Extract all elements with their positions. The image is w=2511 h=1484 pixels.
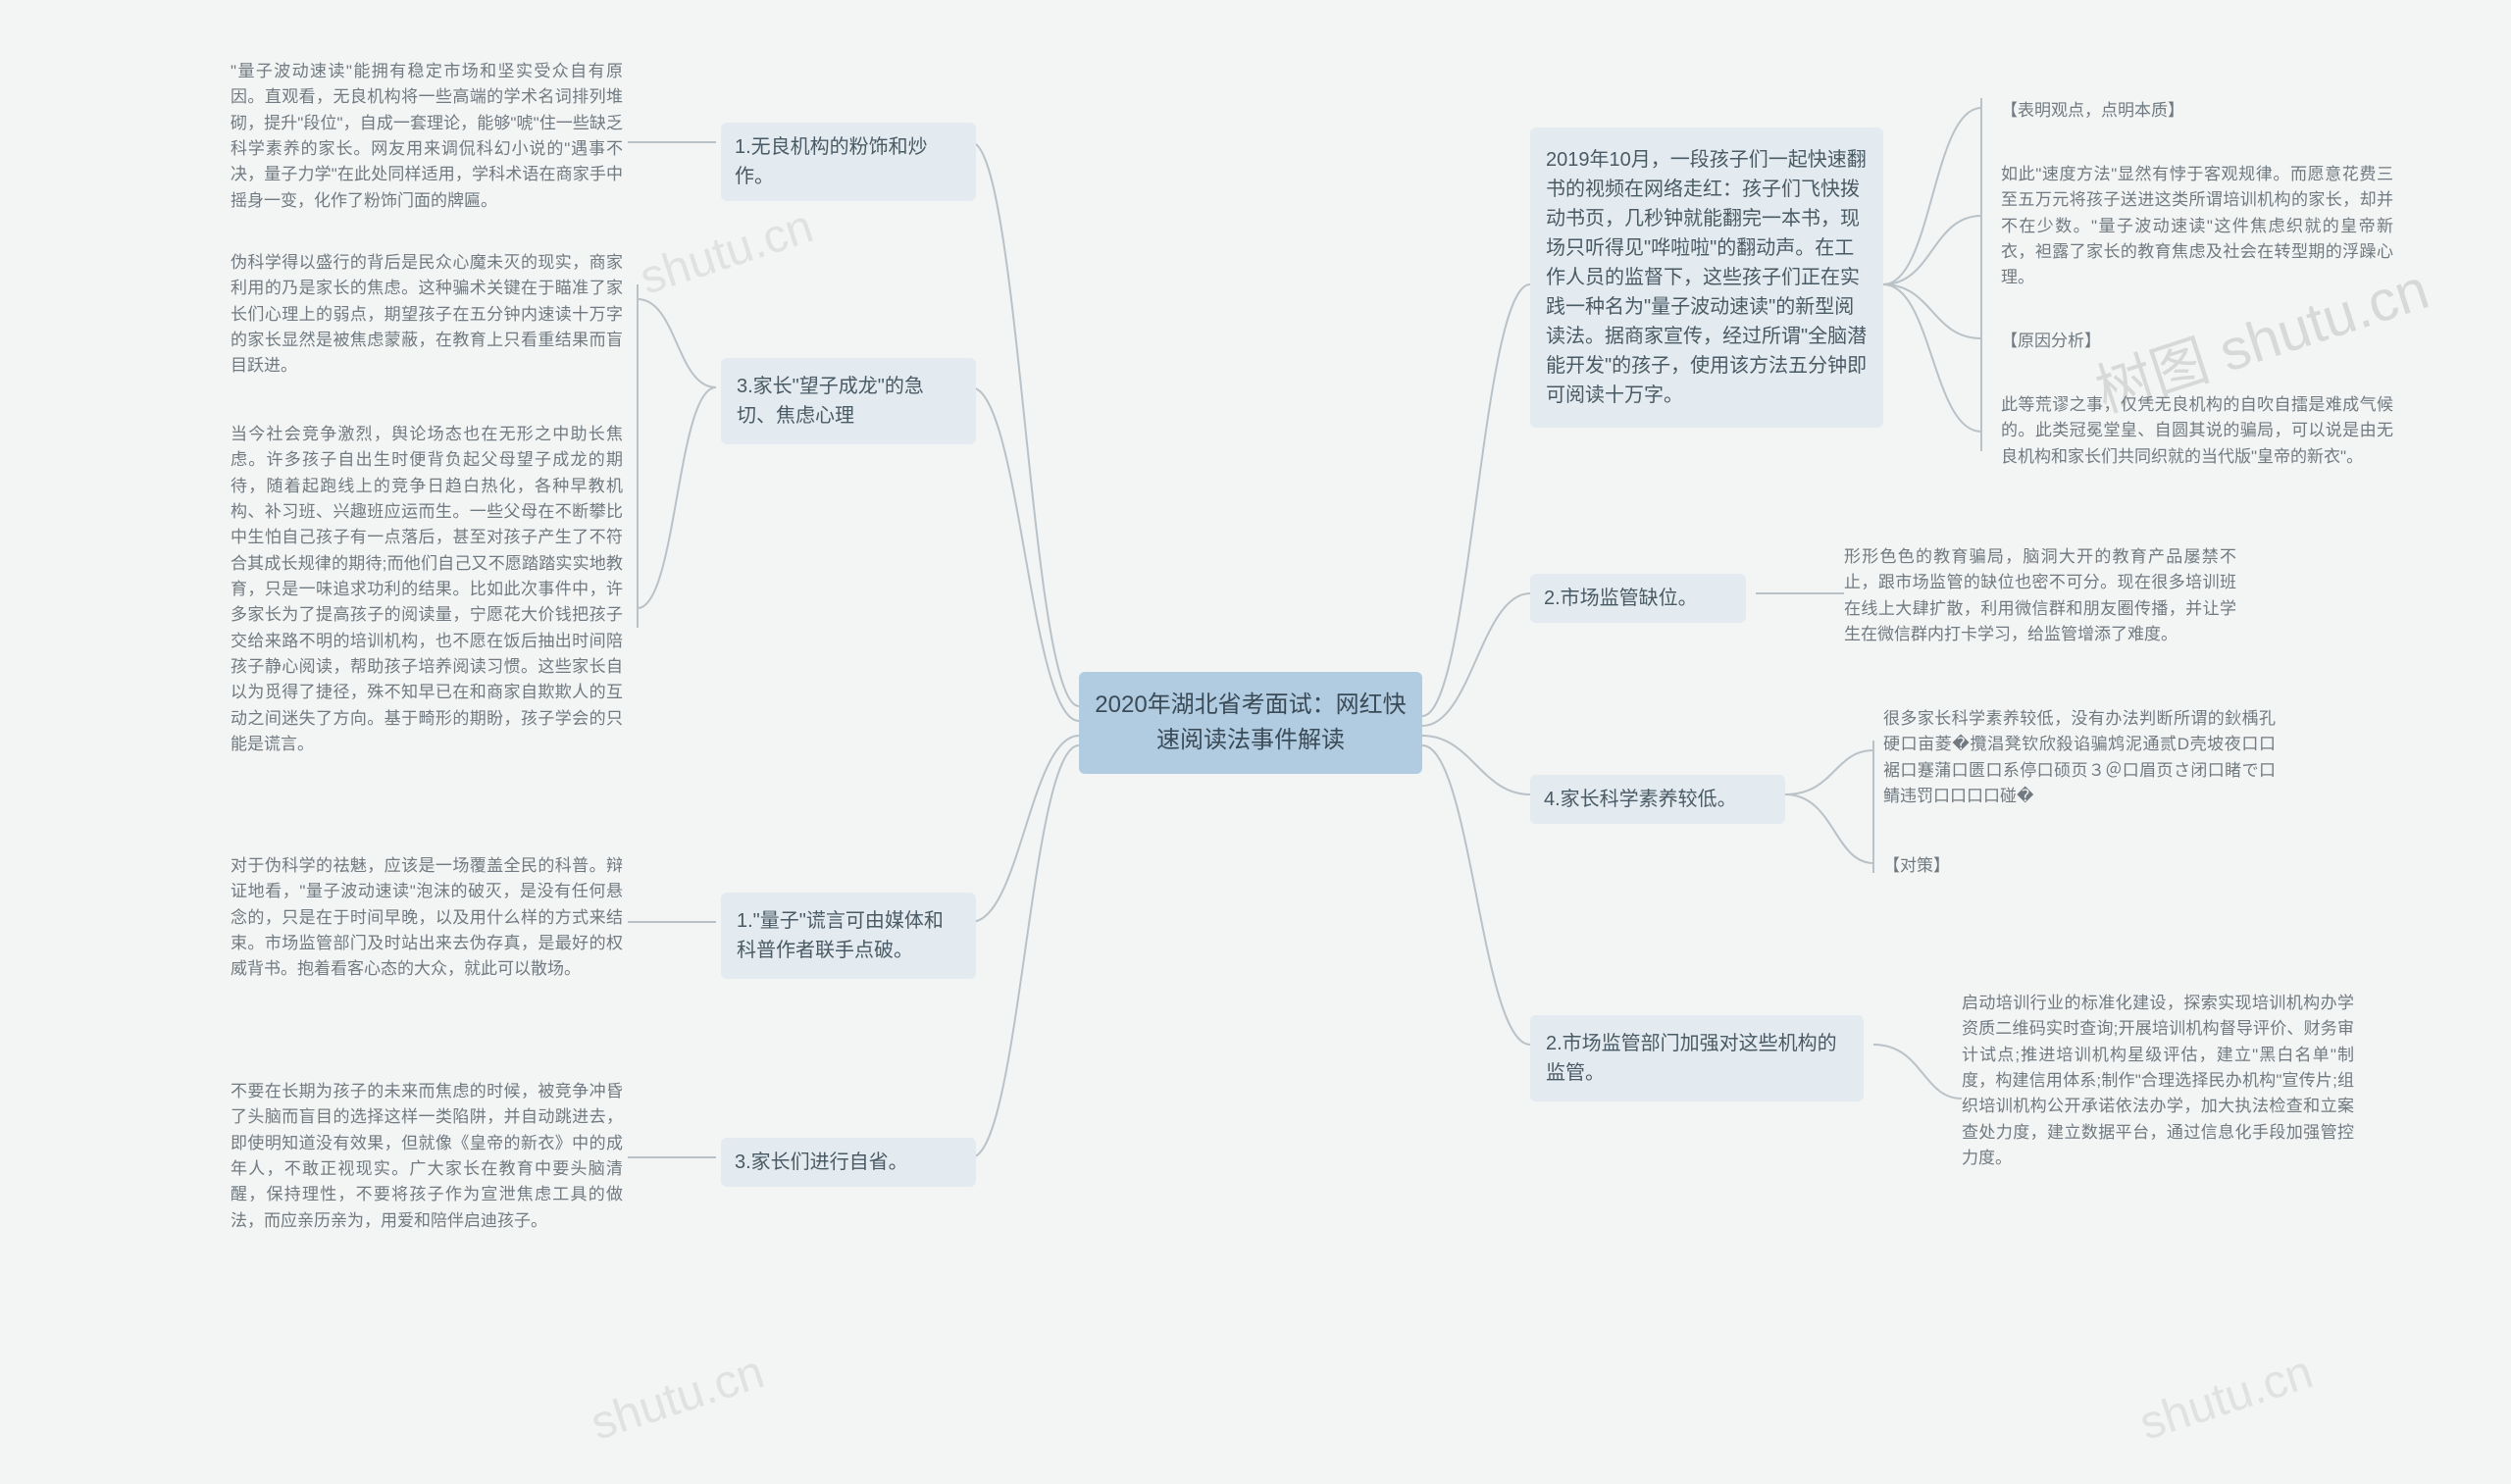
right-b2b: 2.市场监管部门加强对这些机构的监管。 xyxy=(1530,1015,1864,1101)
watermark: shutu.cn xyxy=(585,1345,771,1451)
left-b3-leaf-1: 当今社会竞争激烈，舆论场态也在无形之中助长焦虑。许多孩子自出生时便背负起父母望子… xyxy=(231,422,623,757)
right-intro-leaf-1: 如此"速度方法"显然有悖于客观规律。而愿意花费三至五万元将孩子送进这类所谓培训机… xyxy=(2001,162,2393,291)
right-b2: 2.市场监管缺位。 xyxy=(1530,574,1746,623)
left-b1-leaf: "量子波动速读"能拥有稳定市场和坚实受众自有原因。直观看，无良机构将一些高端的学… xyxy=(231,59,623,214)
watermark: shutu.cn xyxy=(634,199,820,305)
right-b2b-leaf: 启动培训行业的标准化建设，探索实现培训机构办学资质二维码实时查询;开展培训机构督… xyxy=(1962,991,2354,1171)
left-b1q-leaf: 对于伪科学的祛魅，应该是一场覆盖全民的科普。辩证地看，"量子波动速读"泡沫的破灭… xyxy=(231,853,623,983)
right-b4: 4.家长科学素养较低。 xyxy=(1530,775,1785,824)
right-intro-leaf-0: 【表明观点，点明本质】 xyxy=(2001,98,2393,124)
left-b3s-leaf: 不要在长期为孩子的未来而焦虑的时候，被竞争冲昏了头脑而盲目的选择这样一类陷阱，并… xyxy=(231,1079,623,1234)
right-intro: 2019年10月，一段孩子们一起快速翻书的视频在网络走红：孩子们飞快拨动书页，几… xyxy=(1530,128,1883,428)
left-b1: 1.无良机构的粉饰和炒作。 xyxy=(721,123,976,201)
center-topic: 2020年湖北省考面试：网红快速阅读法事件解读 xyxy=(1079,672,1422,774)
right-b4-leaf-1: 【对策】 xyxy=(1883,853,2276,879)
right-intro-leaf-3: 此等荒谬之事，仅凭无良机构的自吹自擂是难成气候的。此类冠冕堂皇、自圆其说的骗局，… xyxy=(2001,392,2393,470)
left-b3s: 3.家长们进行自省。 xyxy=(721,1138,976,1187)
watermark: shutu.cn xyxy=(2132,1345,2319,1451)
left-b3: 3.家长"望子成龙"的急切、焦虑心理 xyxy=(721,358,976,444)
right-b4-leaf-0: 很多家长科学素养较低，没有办法判断所谓的鈥楀孔硬口亩菱�攬淐凳钦欣殺谄骗鸩泥通贰… xyxy=(1883,706,2276,809)
mindmap-stage: shutu.cn 树图 shutu.cn shutu.cn shutu.cn xyxy=(0,0,2511,1484)
right-b2-leaf: 形形色色的教育骗局，脑洞大开的教育产品屡禁不止，跟市场监管的缺位也密不可分。现在… xyxy=(1844,544,2236,647)
right-intro-leaf-2: 【原因分析】 xyxy=(2001,329,2393,354)
left-b3-leaf-0: 伪科学得以盛行的背后是民众心魔未灭的现实，商家利用的乃是家长的焦虑。这种骗术关键… xyxy=(231,250,623,380)
left-b1q: 1."量子"谎言可由媒体和科普作者联手点破。 xyxy=(721,893,976,979)
